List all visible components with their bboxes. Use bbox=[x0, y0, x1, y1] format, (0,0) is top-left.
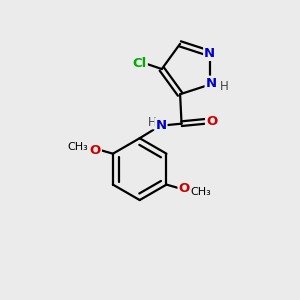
Text: N: N bbox=[204, 47, 215, 60]
Text: N: N bbox=[206, 76, 217, 90]
Text: CH₃: CH₃ bbox=[191, 187, 212, 197]
Text: O: O bbox=[178, 182, 190, 195]
Text: H: H bbox=[220, 80, 228, 93]
Text: O: O bbox=[90, 144, 101, 157]
Text: H: H bbox=[148, 116, 157, 129]
Text: Cl: Cl bbox=[133, 57, 147, 70]
Text: N: N bbox=[155, 118, 167, 132]
Text: CH₃: CH₃ bbox=[68, 142, 88, 152]
Text: O: O bbox=[206, 115, 217, 128]
